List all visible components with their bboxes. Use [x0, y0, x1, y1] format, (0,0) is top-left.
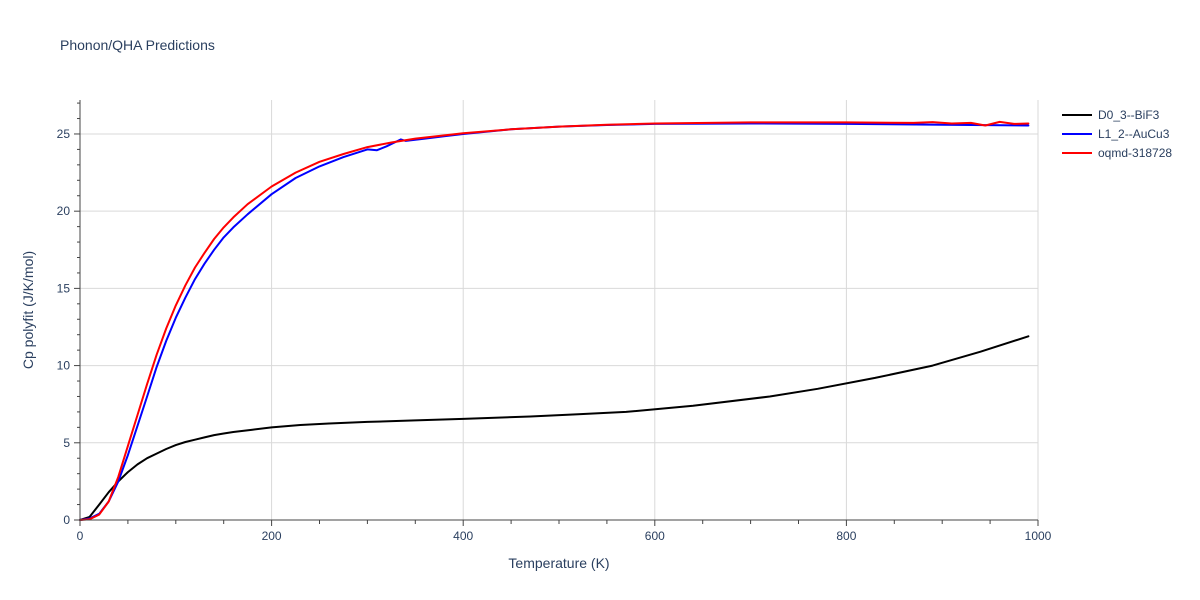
legend-item[interactable]: D0_3--BiF3 — [1062, 108, 1160, 122]
plot-area — [79, 120, 1030, 521]
legend-item[interactable]: L1_2--AuCu3 — [1062, 127, 1170, 141]
x-tick-label: 600 — [645, 529, 665, 543]
x-tick-label: 0 — [77, 529, 84, 543]
legend-item[interactable]: oqmd-318728 — [1062, 146, 1172, 160]
axes — [74, 100, 1039, 526]
x-tick-label: 400 — [453, 529, 473, 543]
x-tick-label: 1000 — [1025, 529, 1052, 543]
series-line-0 — [79, 335, 1030, 521]
x-tick-label: 200 — [262, 529, 282, 543]
y-axis-title: Cp polyfit (J/K/mol) — [20, 251, 36, 369]
chart-title: Phonon/QHA Predictions — [60, 37, 215, 53]
y-tick-label: 0 — [63, 513, 70, 527]
x-tick-label: 800 — [836, 529, 856, 543]
y-tick-label: 25 — [57, 127, 71, 141]
series-line-2 — [79, 120, 1030, 521]
x-axis-title: Temperature (K) — [508, 555, 609, 571]
legend[interactable]: D0_3--BiF3 L1_2--AuCu3 oqmd-318728 — [1062, 108, 1172, 160]
y-tick-label: 15 — [57, 281, 71, 295]
series-line-1 — [79, 122, 1030, 521]
y-tick-label: 20 — [57, 204, 71, 218]
grid-lines — [80, 100, 1039, 520]
y-tick-label: 10 — [57, 359, 71, 373]
tick-labels: 0 200 400 600 800 1000 0 5 10 15 20 25 — [57, 127, 1052, 543]
legend-label: D0_3--BiF3 — [1098, 108, 1160, 122]
legend-label: oqmd-318728 — [1098, 146, 1172, 160]
y-tick-label: 5 — [63, 436, 70, 450]
legend-label: L1_2--AuCu3 — [1098, 127, 1170, 141]
